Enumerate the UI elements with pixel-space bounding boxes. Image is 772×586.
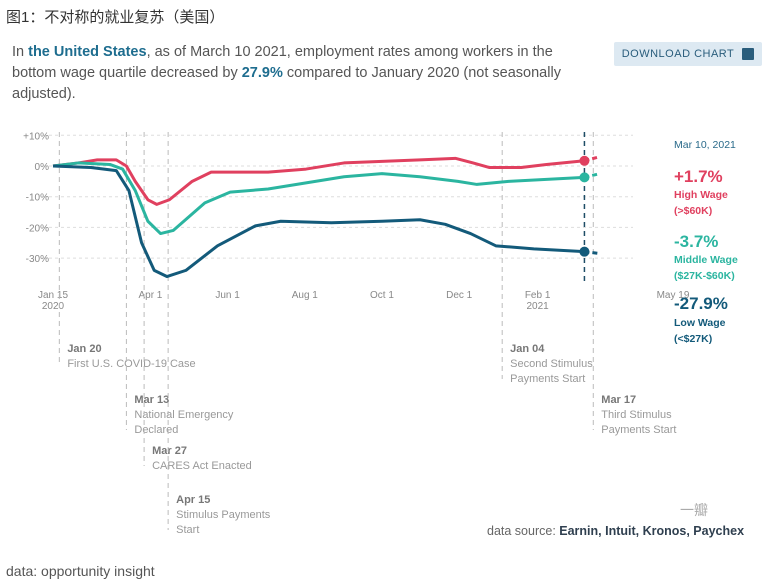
event-date: Jan 04 xyxy=(510,343,545,355)
series-value: -3.7% xyxy=(674,232,718,251)
x-tick-sublabel: 2021 xyxy=(526,301,549,312)
series-value: -27.9% xyxy=(674,294,728,313)
y-tick-label: -10% xyxy=(26,193,49,204)
event-date: Mar 17 xyxy=(601,394,636,406)
event-text: Payments Start xyxy=(601,424,676,436)
series-line-low-wage xyxy=(52,164,585,279)
x-tick-label: Apr 1 xyxy=(138,290,162,301)
x-tick-label: Oct 1 xyxy=(370,290,394,301)
y-tick-label: -30% xyxy=(26,254,49,265)
legend-range: (>$60K) xyxy=(674,205,712,217)
event-text: Declared xyxy=(134,424,178,436)
series-value: +1.7% xyxy=(674,167,723,186)
current-date-label: Mar 10, 2021 xyxy=(674,139,736,151)
event-text: First U.S. COVID-19 Case xyxy=(67,358,195,370)
event-date: Mar 27 xyxy=(152,445,187,457)
series-line-middle-wage xyxy=(52,161,585,236)
x-tick-label: Feb 1 xyxy=(525,290,551,301)
watermark: 一瓣 xyxy=(680,502,708,518)
legend-name: High Wage xyxy=(674,189,728,201)
figure-title: 图1：不对称的就业复苏（美国） xyxy=(6,9,225,26)
y-tick-label: -20% xyxy=(26,223,49,234)
series-endpoint xyxy=(579,172,590,183)
event-text: Payments Start xyxy=(510,373,585,385)
download-chart-button[interactable]: DOWNLOAD CHART xyxy=(614,42,762,66)
series-endpoint xyxy=(579,155,590,166)
y-tick-label: +10% xyxy=(23,131,49,142)
x-tick-label: Jan 15 xyxy=(38,290,68,301)
x-tick-label: Jun 1 xyxy=(215,290,240,301)
data-source: data source: Earnin, Intuit, Kronos, Pay… xyxy=(487,524,745,538)
event-text: Third Stimulus xyxy=(601,409,672,421)
event-date: Apr 15 xyxy=(176,494,210,506)
event-text: Second Stimulus xyxy=(510,358,593,370)
legend-range: (<$27K) xyxy=(674,333,712,345)
event-text: CARES Act Enacted xyxy=(152,460,252,472)
chart-description: In the United States, as of March 10 202… xyxy=(12,44,561,102)
x-tick-label: Dec 1 xyxy=(446,290,473,301)
x-tick-label: May 19 xyxy=(657,290,690,301)
image-icon xyxy=(742,48,755,60)
series-line-high-wage xyxy=(52,156,585,206)
event-date: Jan 20 xyxy=(67,343,101,355)
footer-note: data: opportunity insight xyxy=(6,563,155,579)
legend-range: ($27K-$60K) xyxy=(674,270,735,282)
x-tick-sublabel: 2020 xyxy=(42,301,65,312)
legend-name: Low Wage xyxy=(674,317,726,329)
event-text: Stimulus Payments xyxy=(176,509,271,521)
y-tick-label: 0% xyxy=(35,162,50,173)
series-endpoint xyxy=(579,246,590,257)
x-tick-label: Aug 1 xyxy=(292,290,319,301)
event-text: Start xyxy=(176,524,199,536)
event-text: National Emergency xyxy=(134,409,234,421)
event-date: Mar 13 xyxy=(134,394,169,406)
legend-name: Middle Wage xyxy=(674,254,738,266)
